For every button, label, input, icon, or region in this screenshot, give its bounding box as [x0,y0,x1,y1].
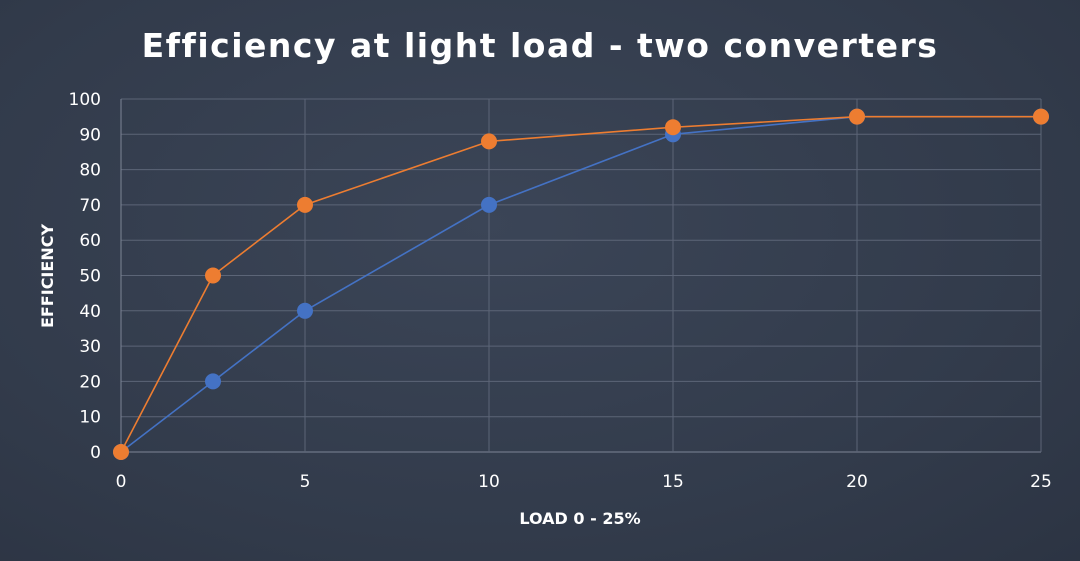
series-2-point [849,108,865,125]
x-axis-label: LOAD 0 - 25% [519,509,640,528]
y-tick-label: 50 [79,267,101,287]
series-lines [120,115,1041,453]
x-tick-label: 0 [116,472,127,492]
series-1-point [205,373,221,390]
series-2-point [297,196,313,213]
grid [120,98,1042,453]
y-axis-label: EFFICIENCY [38,224,57,329]
series-2-line [120,115,1041,453]
series-2-point [665,119,681,136]
y-tick-label: 10 [79,408,101,428]
series-2-point [113,444,129,460]
series-1-point [481,196,497,213]
series-1-point [297,302,313,319]
data-points [113,108,1049,460]
series-2-point [481,133,497,150]
x-tick-label: 5 [300,472,311,492]
y-tick-label: 40 [79,302,101,322]
x-tick-label: 25 [1030,472,1052,492]
y-tick-label: 0 [90,443,101,463]
y-tick-label: 60 [79,231,101,251]
x-tick-label: 10 [478,472,500,492]
x-tick-label: 20 [846,472,868,492]
x-tick-label: 15 [662,472,684,492]
y-tick-label: 70 [79,196,101,216]
axes: 0 10 20 30 40 50 60 70 80 90 100 0 5 10 15 20 25 [69,90,1052,492]
y-tick-label: 100 [69,90,101,110]
y-tick-label: 90 [79,125,101,145]
series-2-point [1033,108,1049,125]
y-tick-label: 80 [79,161,101,181]
series-1-line [120,115,1041,453]
y-tick-label: 20 [79,372,101,392]
series-2-point [205,267,221,284]
chart-title: Efficiency at light load - two converter… [142,26,939,65]
y-tick-label: 30 [79,337,101,357]
